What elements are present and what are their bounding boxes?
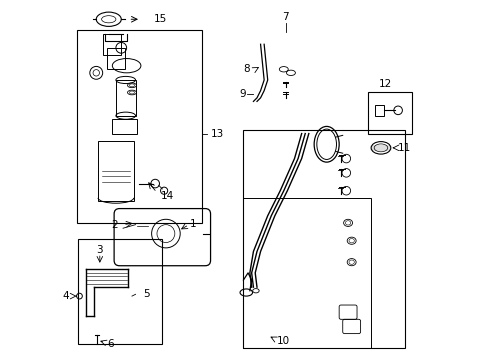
- Text: 14: 14: [161, 191, 174, 201]
- Text: 9: 9: [239, 89, 246, 99]
- Text: 11: 11: [397, 143, 410, 153]
- Text: 3: 3: [96, 245, 103, 255]
- Bar: [98, 141, 134, 202]
- Bar: [103, 33, 121, 55]
- Text: 4: 4: [62, 291, 69, 301]
- Bar: [112, 119, 137, 134]
- Text: 15: 15: [153, 14, 166, 24]
- Text: 1: 1: [190, 219, 197, 229]
- Text: 7: 7: [282, 13, 288, 22]
- Bar: [116, 80, 135, 116]
- Bar: [78, 239, 162, 344]
- Text: 5: 5: [142, 289, 149, 299]
- Text: 2: 2: [111, 220, 118, 230]
- Text: 6: 6: [107, 339, 113, 348]
- Bar: [374, 105, 383, 116]
- Bar: [77, 30, 201, 223]
- Bar: [107, 48, 124, 69]
- Text: 12: 12: [378, 78, 391, 89]
- Bar: [367, 93, 411, 134]
- Text: 13: 13: [210, 129, 224, 139]
- Bar: [242, 198, 370, 348]
- Bar: [242, 130, 405, 348]
- Text: 10: 10: [276, 336, 289, 346]
- Text: 8: 8: [243, 64, 249, 74]
